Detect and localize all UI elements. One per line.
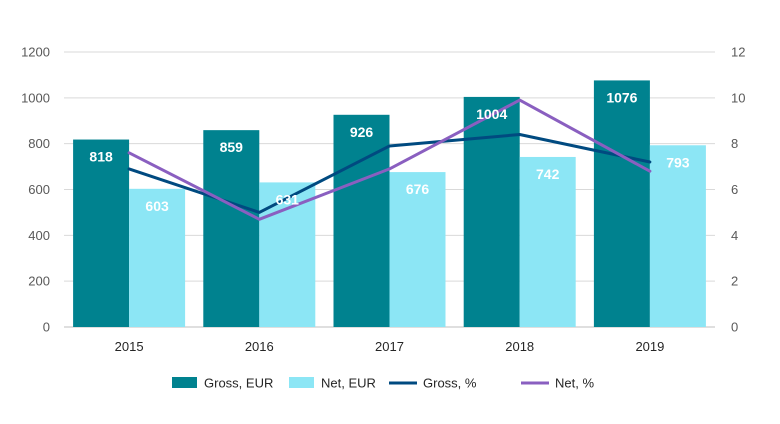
- left-tick-label: 800: [28, 136, 50, 151]
- bar-data-label: 859: [220, 139, 244, 155]
- legend-label: Net, EUR: [321, 376, 376, 391]
- bar-data-label: 818: [89, 149, 113, 165]
- bar-net: [649, 145, 706, 327]
- legend-label: Gross, %: [423, 376, 477, 391]
- legend-label: Net, %: [555, 376, 594, 391]
- left-axis-ticks: 0 200 400 600 800 1000 1200: [21, 45, 50, 335]
- bar-gross: [333, 114, 390, 328]
- category-label: 2019: [635, 339, 664, 354]
- bar-data-label: 631: [276, 191, 300, 207]
- right-tick-label: 10: [731, 90, 745, 105]
- bar-data-labels: 818 603 859 631 926 676 1004 742 1076 793: [89, 89, 689, 213]
- legend: Gross, EUR Net, EUR Gross, % Net, %: [172, 376, 594, 391]
- right-tick-label: 4: [731, 228, 738, 243]
- category-axis-labels: 2015 2016 2017 2018 2019: [115, 339, 665, 354]
- bar-gross: [73, 139, 130, 327]
- left-tick-label: 1000: [21, 90, 50, 105]
- bar-gross: [593, 80, 650, 328]
- left-tick-label: 400: [28, 228, 50, 243]
- bar-data-label: 742: [536, 166, 560, 182]
- bar-net: [389, 172, 446, 327]
- legend-swatch: [172, 377, 197, 388]
- category-label: 2016: [245, 339, 274, 354]
- bar-data-label: 1004: [476, 106, 507, 122]
- right-tick-label: 12: [731, 45, 745, 60]
- bar-data-label: 1076: [606, 89, 637, 105]
- right-axis-ticks: 0 2 4 6 8 10 12: [731, 45, 745, 335]
- right-tick-label: 6: [731, 182, 738, 197]
- bar-net: [519, 156, 576, 327]
- bar-data-label: 926: [350, 124, 374, 140]
- bar-gross: [203, 130, 260, 327]
- right-tick-label: 2: [731, 274, 738, 289]
- legend-swatch: [289, 377, 314, 388]
- category-label: 2015: [115, 339, 144, 354]
- left-tick-label: 600: [28, 182, 50, 197]
- category-label: 2017: [375, 339, 404, 354]
- net-percent-line: [127, 98, 652, 221]
- bar-series: [73, 80, 706, 328]
- legend-label: Gross, EUR: [204, 376, 273, 391]
- bar-data-label: 676: [406, 181, 430, 197]
- left-tick-label: 200: [28, 274, 50, 289]
- right-tick-label: 0: [731, 320, 738, 335]
- category-label: 2018: [505, 339, 534, 354]
- bar-data-label: 793: [666, 154, 690, 170]
- bar-data-label: 603: [145, 198, 169, 214]
- bar-net: [129, 188, 186, 327]
- right-tick-label: 8: [731, 136, 738, 151]
- line-series: [127, 98, 652, 221]
- left-tick-label: 0: [43, 320, 50, 335]
- left-tick-label: 1200: [21, 45, 50, 60]
- bar-gross: [463, 96, 520, 328]
